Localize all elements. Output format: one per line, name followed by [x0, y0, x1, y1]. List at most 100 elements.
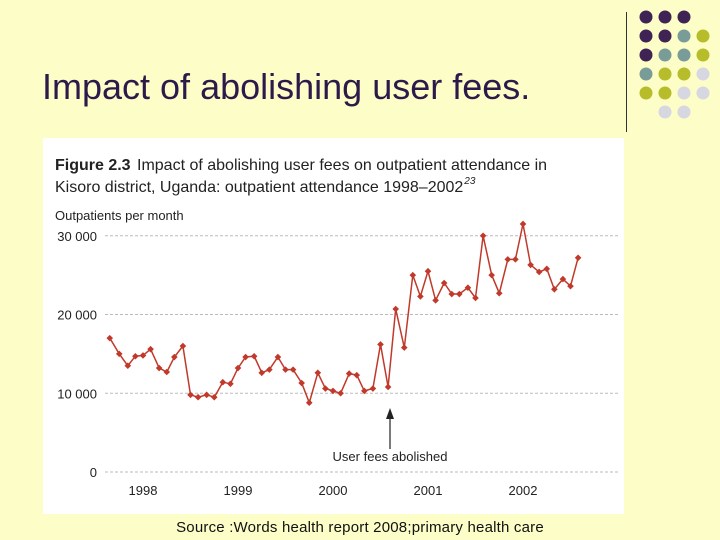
data-point: [139, 352, 147, 359]
data-point: [424, 267, 432, 275]
decorative-dot: [639, 10, 653, 24]
y-tick-label: 30 000: [57, 229, 97, 244]
data-point: [305, 399, 313, 406]
decorative-dot: [677, 67, 691, 81]
data-point: [432, 297, 439, 304]
data-point: [440, 279, 448, 287]
data-point: [369, 385, 377, 392]
decorative-dot: [677, 48, 691, 62]
data-point: [115, 350, 123, 358]
chart-title-line2: Kisoro district, Uganda: outpatient atte…: [55, 179, 463, 196]
x-tick-label: 2000: [319, 483, 348, 498]
series-line: [109, 223, 579, 406]
decorative-dot: [696, 67, 710, 81]
chart-title-superscript: 23: [463, 176, 476, 187]
data-point: [322, 385, 329, 392]
annotation-label: User fees abolished: [333, 449, 448, 464]
x-tick-label: 1998: [129, 483, 158, 498]
data-point: [219, 378, 227, 386]
data-point: [392, 305, 399, 313]
data-point: [266, 366, 273, 373]
data-point: [559, 275, 567, 283]
data-point: [574, 254, 582, 262]
x-tick-label: 1999: [224, 483, 253, 498]
y-tick-label: 10 000: [57, 386, 97, 401]
data-point: [210, 393, 218, 401]
decorative-dot: [658, 105, 672, 119]
data-point: [567, 282, 574, 290]
data-point: [353, 371, 361, 379]
data-point: [132, 352, 139, 360]
y-tick-label: 0: [90, 465, 97, 480]
annotation-arrowhead: [386, 408, 394, 419]
y-tick-label: 20 000: [57, 308, 97, 323]
data-point: [106, 334, 114, 342]
data-point: [203, 391, 210, 399]
data-point: [495, 289, 503, 297]
decorative-dot: [658, 10, 672, 24]
data-point: [274, 353, 282, 361]
decorative-dot: [677, 29, 691, 43]
decorative-dot: [658, 29, 672, 43]
data-point: [171, 353, 178, 361]
data-point: [519, 220, 527, 228]
data-point: [409, 271, 417, 279]
decorative-dot: [639, 29, 653, 43]
decorative-dot: [658, 67, 672, 81]
data-point: [234, 364, 242, 372]
data-point: [227, 380, 234, 388]
decorative-dot: [677, 105, 691, 119]
data-point: [464, 284, 472, 292]
data-point: [417, 293, 424, 300]
data-point: [329, 387, 337, 395]
decorative-dot: [658, 48, 672, 62]
data-point: [535, 268, 543, 276]
data-point: [179, 342, 187, 350]
data-point: [242, 353, 249, 361]
data-point: [155, 364, 163, 372]
data-point: [258, 369, 266, 377]
y-axis-label: Outpatients per month: [55, 208, 184, 223]
data-point: [314, 369, 322, 377]
data-point: [488, 271, 495, 279]
data-point: [448, 290, 456, 298]
data-point: [187, 391, 194, 399]
data-point: [504, 256, 512, 263]
chart-figure: Figure 2.3 Impact of abolishing user fee…: [43, 138, 624, 514]
data-point: [163, 368, 171, 376]
data-point: [551, 286, 558, 293]
figure-label: Figure 2.3: [55, 157, 131, 174]
data-point: [282, 366, 289, 373]
data-point: [384, 383, 392, 391]
decorative-dot: [639, 67, 653, 81]
decorative-dot: [696, 48, 710, 62]
x-tick-label: 2001: [414, 483, 443, 498]
data-point: [527, 261, 534, 269]
data-point: [543, 265, 551, 273]
chart-title-line1: Impact of abolishing user fees on outpat…: [137, 157, 547, 174]
decorative-dot: [639, 86, 653, 100]
data-point: [472, 294, 479, 302]
decorative-dot: [639, 48, 653, 62]
data-point: [194, 393, 202, 401]
data-point: [147, 345, 154, 353]
slide-title: Impact of abolishing user fees.: [42, 66, 531, 107]
data-point: [345, 370, 353, 377]
outpatient-chart: Figure 2.3 Impact of abolishing user fee…: [55, 157, 618, 498]
data-point: [289, 366, 297, 373]
data-point: [512, 256, 519, 263]
decorative-dot: [696, 86, 710, 100]
decorative-dot: [677, 86, 691, 100]
data-point: [456, 290, 463, 298]
data-point: [250, 352, 258, 360]
data-point: [298, 379, 305, 387]
data-point: [400, 344, 408, 351]
data-point: [479, 232, 487, 240]
data-point: [337, 389, 344, 397]
source-caption: Source :Words health report 2008;primary…: [176, 519, 544, 536]
plot-area: 0 10 000 20 000 30 000 1998 1999 2000 2001 2002 U…: [57, 220, 618, 498]
data-point: [377, 341, 384, 348]
decorative-dot: [658, 86, 672, 100]
decorative-dot: [696, 29, 710, 43]
data-point: [361, 387, 368, 395]
